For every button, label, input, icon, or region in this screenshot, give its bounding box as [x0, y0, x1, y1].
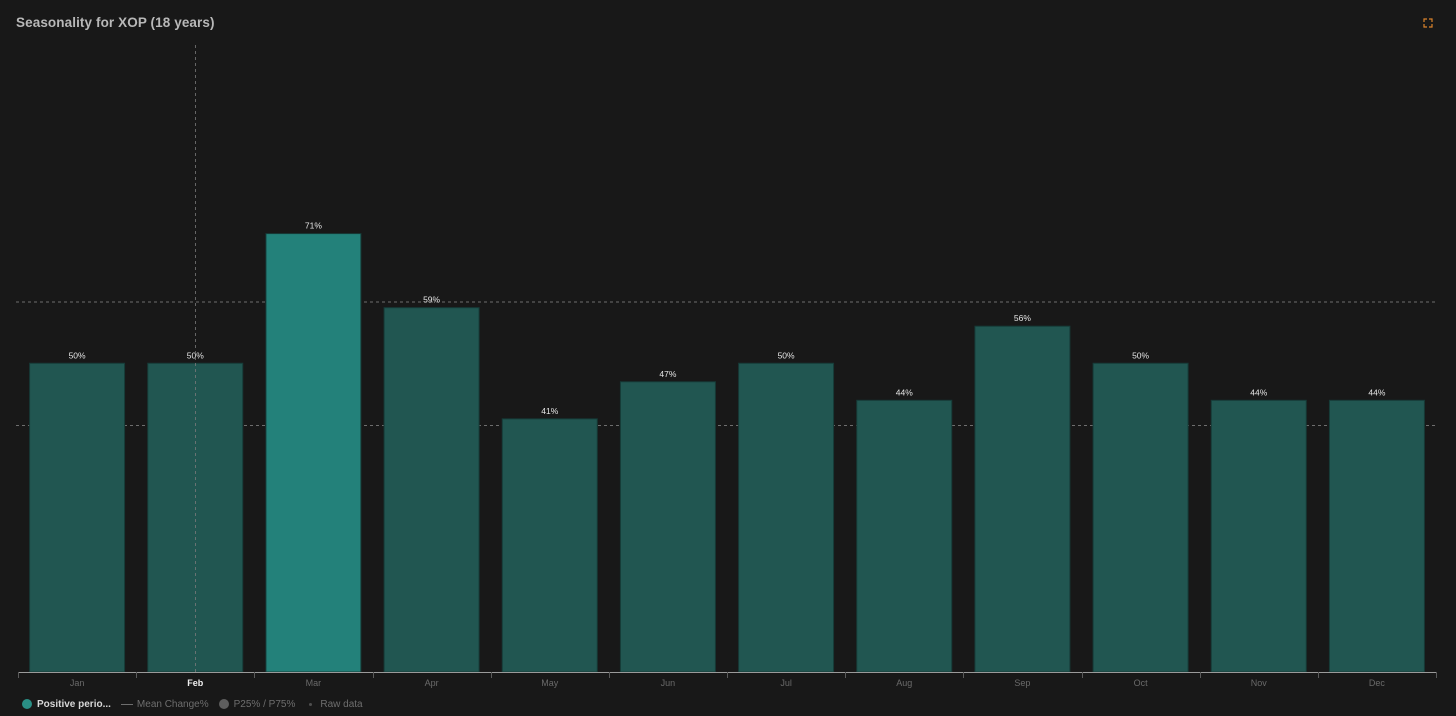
legend-item-mean[interactable]: Mean Change%	[120, 698, 209, 710]
bar[interactable]	[1328, 399, 1425, 673]
legend-raw-swatch	[309, 702, 313, 706]
expand-icon[interactable]	[1421, 16, 1435, 30]
data-label: 50%	[778, 350, 795, 360]
chart-title: Seasonality for XOP (18 years)	[16, 15, 215, 30]
x-tick-label: Oct	[1134, 678, 1149, 688]
data-label: 50%	[1132, 350, 1149, 360]
data-labels-group: 50% 50% 71% 59% 41% 47% 50% 44% 56% 50% 44% 44%	[69, 221, 1386, 416]
data-label: 50%	[69, 350, 86, 360]
legend-item-raw[interactable]: Raw data	[305, 698, 363, 710]
bar[interactable]	[383, 307, 480, 673]
bar[interactable]	[974, 325, 1071, 673]
x-tick-label: May	[541, 678, 559, 688]
x-tick-label: Mar	[306, 678, 322, 688]
data-label: 56%	[1014, 313, 1031, 323]
legend-mean-label: Mean Change%	[136, 698, 209, 710]
reference-lines	[16, 301, 1436, 426]
x-tick-label: Nov	[1251, 678, 1268, 688]
x-tick-label: Jul	[780, 678, 792, 688]
data-label: 44%	[1250, 387, 1267, 397]
bar[interactable]	[501, 418, 598, 673]
data-label: 59%	[423, 295, 440, 305]
bars-group	[29, 233, 1425, 673]
bar[interactable]	[856, 399, 953, 673]
x-tick-label: Feb	[187, 678, 204, 688]
x-axis: Jan Feb Mar Apr May Jun Jul Aug Sep Oct Nov Dec	[18, 672, 1437, 688]
bar[interactable]	[147, 362, 244, 673]
data-label: 44%	[896, 387, 913, 397]
x-tick-label: Aug	[896, 678, 912, 688]
bar[interactable]	[738, 362, 835, 673]
bar[interactable]	[265, 233, 362, 673]
legend-item-percentile[interactable]: P25% / P75%	[218, 698, 296, 710]
legend-item-positive[interactable]: Positive perio...	[22, 699, 111, 710]
legend-positive-label: Positive perio...	[37, 698, 111, 710]
legend-raw-label: Raw data	[320, 698, 363, 710]
x-tick-label: Dec	[1369, 678, 1386, 688]
x-tick-label: Jan	[70, 678, 85, 688]
bar[interactable]	[619, 381, 716, 673]
bar[interactable]	[29, 362, 126, 673]
x-tick-label: Sep	[1014, 678, 1030, 688]
data-label: 41%	[541, 406, 558, 416]
bar[interactable]	[1210, 399, 1307, 673]
legend-mean-swatch	[120, 703, 133, 705]
legend: Positive perio... Mean Change% P25% / P7…	[22, 697, 373, 711]
bar[interactable]	[1092, 362, 1189, 673]
legend-positive-swatch	[22, 699, 32, 709]
data-label: 71%	[305, 221, 322, 231]
data-label: 44%	[1368, 387, 1385, 397]
data-label: 47%	[659, 369, 676, 379]
legend-percentile-label: P25% / P75%	[233, 698, 296, 710]
legend-percentile-swatch	[218, 699, 229, 709]
data-label: 50%	[187, 350, 204, 360]
x-tick-label: Apr	[425, 678, 439, 688]
x-tick-label: Jun	[661, 678, 676, 688]
